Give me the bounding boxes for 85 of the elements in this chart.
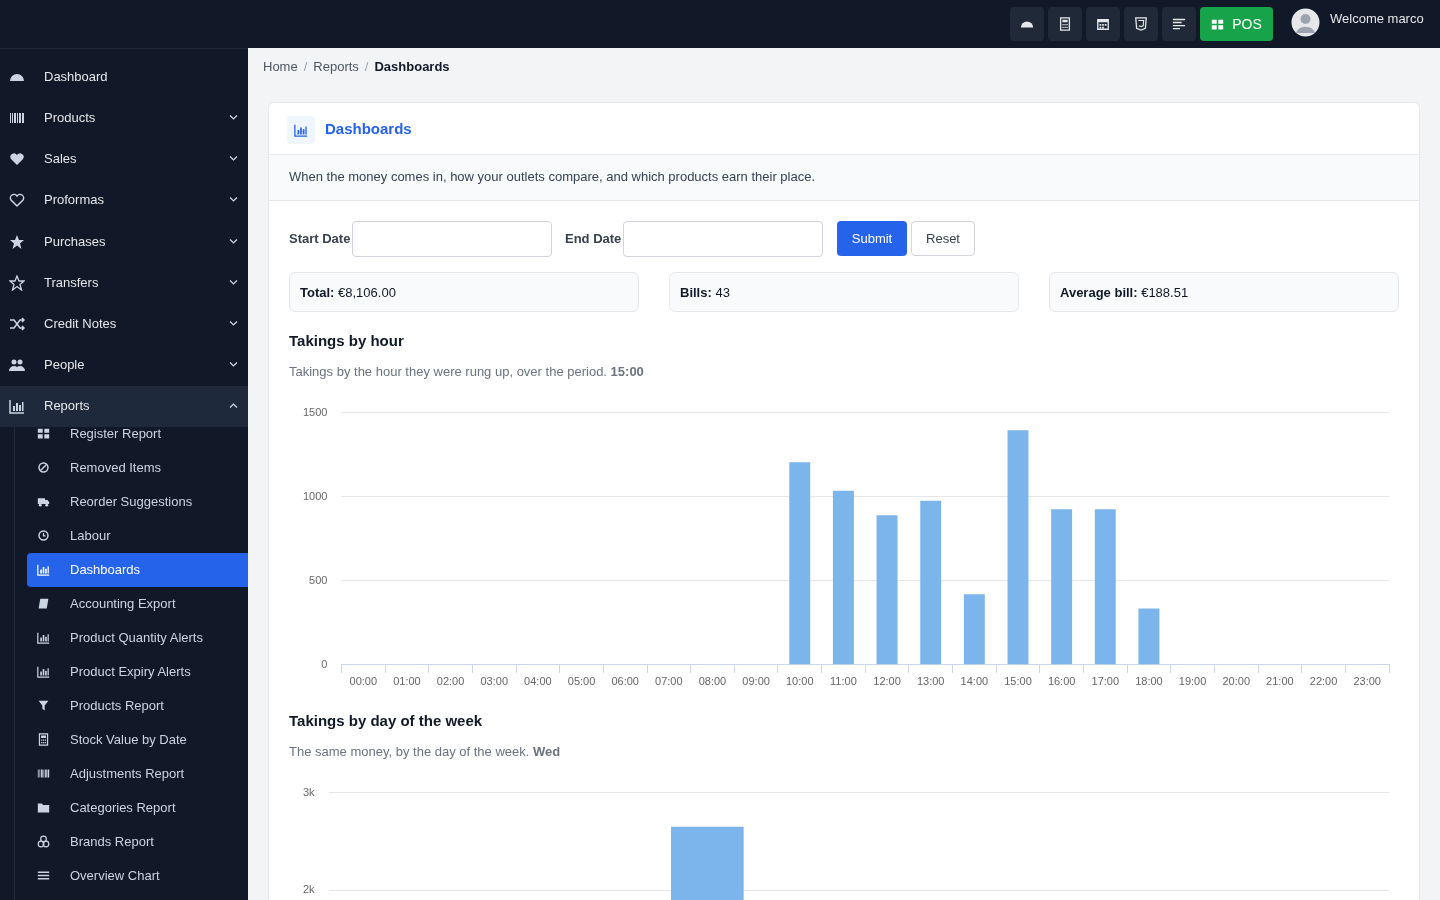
x-tick-label: 14:00 [960,675,989,688]
x-tick-label: 20:00 [1222,675,1250,688]
bar [876,515,898,665]
x-tick-label: 05:00 [567,675,596,688]
text: End Date [565,231,622,246]
y-tick-label: 500 [309,573,328,586]
chart-subtitle: The same money, by the day of the week. Wed [289,744,561,759]
y-tick-label: 3k [302,785,316,798]
bar [1051,509,1073,665]
x-tick-label: 17:00 [1091,675,1120,688]
text: Dashboards [70,562,141,577]
text: Welcome marco [1330,11,1424,26]
text: Start Date [289,231,351,246]
text: Overview Chart [70,868,160,883]
x-tick-label: 08:00 [698,675,727,688]
x-tick-label: 21:00 [1266,675,1294,688]
x-tick-label: 03:00 [480,675,508,688]
text: Home [263,59,298,74]
y-tick-label: 2k [302,883,316,896]
text: Bills: [680,285,712,300]
text: Purchases [44,234,106,249]
bar [1094,509,1116,665]
text: Average bill: [1060,285,1138,300]
text: Products Report [70,698,164,713]
x-tick-label: 13:00 [916,675,945,688]
bar [1138,608,1160,665]
x-tick-label: 15:00 [1004,675,1032,688]
x-tick-label: 09:00 [742,675,770,688]
x-tick-label: 19:00 [1178,675,1207,688]
text: Products [44,110,96,125]
text: Reset [911,221,975,256]
x-tick-label: 01:00 [393,675,421,688]
x-tick-label: 22:00 [1309,675,1338,688]
text: Reorder Suggestions [70,494,193,509]
x-tick-label: 04:00 [524,675,552,688]
text: Adjustments Report [70,766,185,781]
text: Credit Notes [44,316,117,331]
text: Sales [44,151,77,166]
text: / [364,59,369,74]
text: Total: [300,285,335,300]
text: Dashboard [44,69,108,84]
text: POS [1232,16,1262,32]
bar [1007,430,1029,665]
text: Submit [837,221,907,256]
text: Labour [70,528,111,543]
chart-title: Takings by day of the week [289,712,483,729]
chart-title: Takings by hour [289,332,404,349]
text: When the money comes in, how your outlets compare, and which products earn their place. [289,169,816,184]
y-tick-label: 1500 [302,405,328,418]
x-tick-label: 23:00 [1353,675,1381,688]
y-tick-label: 1000 [302,489,328,502]
text: Register Report [70,426,162,441]
x-tick-label: 00:00 [349,675,378,688]
bar [832,490,854,665]
x-tick-label: 06:00 [611,675,639,688]
text: Product Quantity Alerts [70,630,203,645]
text: 43 [715,285,730,300]
x-tick-label: 18:00 [1135,675,1163,688]
text: Brands Report [70,834,154,849]
x-tick-label: 12:00 [873,675,901,688]
text: Dashboards [325,120,412,137]
text: Reports [313,59,359,74]
chart-subtitle: Takings by the hour they were rung up, over the period. 15:00 [289,364,644,379]
x-tick-label: 10:00 [786,675,814,688]
text: Transfers [44,275,99,290]
bar [963,594,985,665]
text: Product Expiry Alerts [70,664,191,679]
x-tick-label: 16:00 [1047,675,1076,688]
text: Dashboards [374,59,450,74]
text: Accounting Export [70,596,176,611]
text: Removed Items [70,460,162,475]
text: Categories Report [70,800,176,815]
y-tick-label: 0 [321,657,328,670]
x-tick-label: 02:00 [436,675,465,688]
text: €8,106.00 [338,285,396,300]
text: Proformas [44,192,104,207]
text: / [303,59,308,74]
bar [920,500,942,665]
bar [789,462,811,665]
text: Stock Value by Date [70,732,187,747]
text: Reports [44,398,90,413]
text: People [44,357,85,372]
x-tick-label: 07:00 [655,675,683,688]
text: €188.51 [1141,285,1189,300]
x-tick-label: 11:00 [830,675,857,688]
